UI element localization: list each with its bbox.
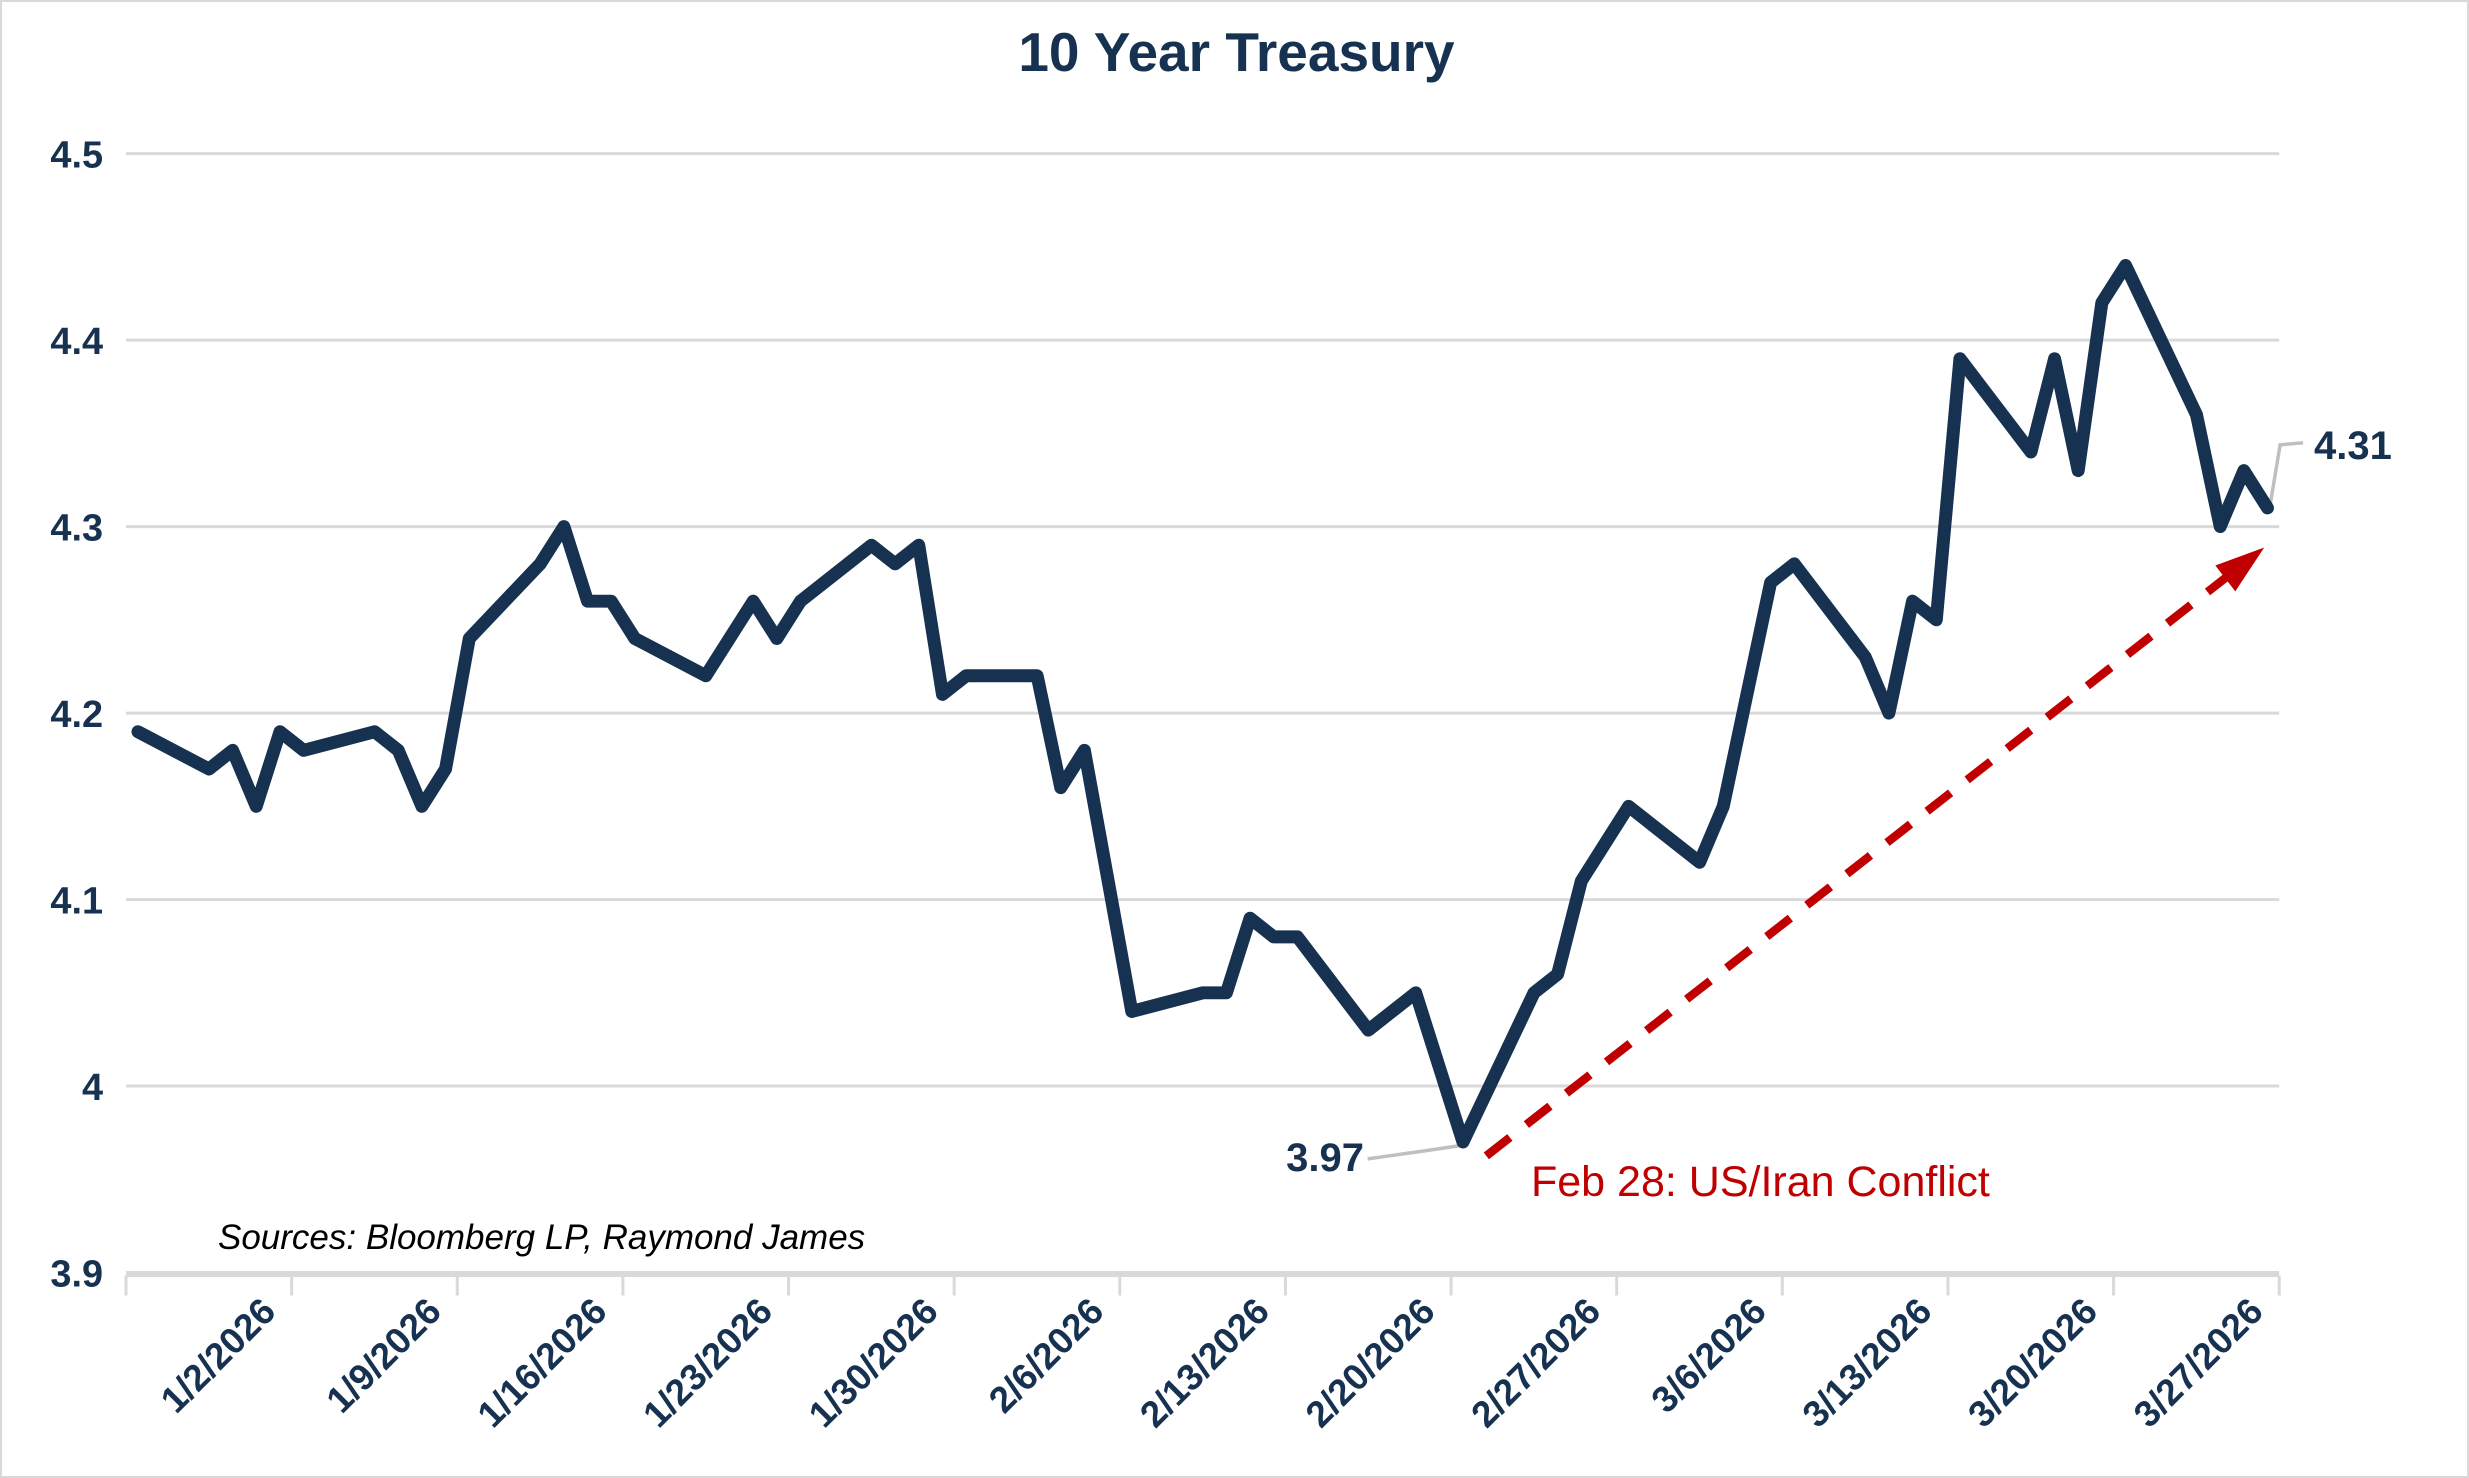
source-note: Sources: Bloomberg LP, Raymond James	[218, 1218, 866, 1257]
treasury-yield-line	[131, 259, 2274, 1149]
y-axis-label: 4.5	[50, 135, 103, 177]
x-axis-label: 1/16/2026	[470, 1290, 615, 1435]
y-axis-label: 4.3	[50, 508, 103, 550]
x-axis-label: 2/13/2026	[1132, 1290, 1277, 1435]
x-axis-label: 3/13/2026	[1795, 1290, 1940, 1435]
min-point-label: 3.97	[1286, 1136, 1364, 1180]
event-arrow-head	[2215, 547, 2265, 592]
y-axis-label: 4.4	[50, 321, 103, 363]
x-axis-label: 1/30/2026	[801, 1290, 946, 1435]
min-label-leader	[1367, 1144, 1459, 1161]
x-axis-label: 2/27/2026	[1463, 1290, 1608, 1435]
x-axis-label: 3/6/2026	[1643, 1290, 1773, 1420]
y-axis-label: 4.2	[50, 694, 103, 736]
y-axis-label: 4	[82, 1067, 103, 1109]
x-axis-label: 2/6/2026	[981, 1290, 1111, 1420]
event-annotation: Feb 28: US/Iran Conflict	[1531, 1158, 1990, 1206]
last-point-label: 4.31	[2314, 424, 2392, 468]
last-label-leader	[2268, 441, 2304, 505]
x-axis-label: 1/9/2026	[318, 1290, 448, 1420]
chart-title: 10 Year Treasury	[1018, 21, 1455, 83]
y-axis-label: 3.9	[50, 1254, 103, 1296]
x-axis-label: 3/20/2026	[1960, 1290, 2105, 1435]
event-arrow-line	[1483, 573, 2230, 1160]
y-axis-label: 4.1	[50, 881, 103, 923]
x-axis-label: 1/23/2026	[635, 1290, 780, 1435]
x-axis-label: 1/2/2026	[153, 1290, 283, 1420]
x-axis-label: 3/27/2026	[2126, 1290, 2271, 1435]
x-axis-label: 2/20/2026	[1298, 1290, 1443, 1435]
